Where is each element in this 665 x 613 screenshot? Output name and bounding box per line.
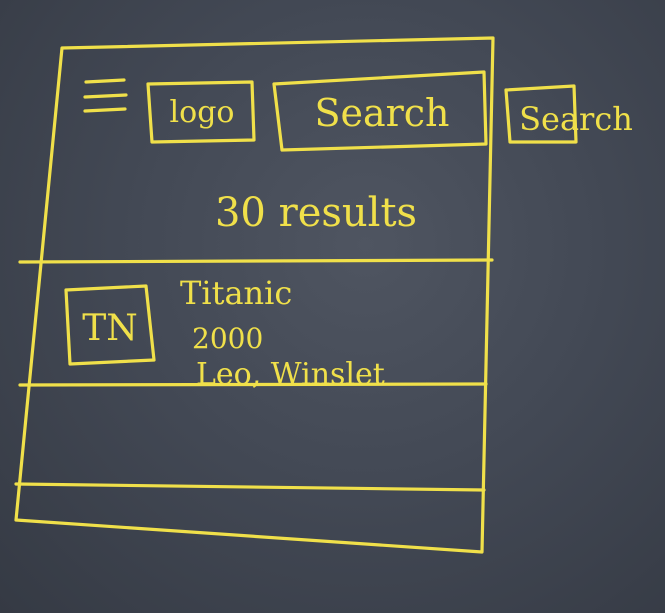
logo[interactable]: logo — [146, 80, 256, 144]
header-divider — [18, 258, 494, 264]
item-year: 2000 — [192, 322, 263, 355]
results-count: 30 results — [215, 190, 417, 236]
item-cast: Leo, Winslet — [196, 357, 385, 392]
search-button-label: Search — [519, 100, 633, 138]
thumbnail-label: TN — [82, 308, 138, 349]
footer-divider — [14, 482, 486, 492]
thumbnail[interactable]: TN — [64, 284, 156, 366]
search-button[interactable]: Search — [504, 84, 633, 144]
search-input-text: Search — [314, 91, 449, 135]
hamburger-menu-icon[interactable] — [83, 78, 128, 113]
phone-frame — [14, 36, 495, 554]
list-divider — [18, 382, 488, 387]
logo-label: logo — [170, 95, 235, 130]
search-input[interactable]: Search — [272, 70, 488, 152]
list-item[interactable]: TN Titanic 2000 Leo, Winslet — [64, 274, 385, 392]
item-title: Titanic — [180, 274, 292, 312]
header: logo Search Search — [83, 70, 633, 152]
